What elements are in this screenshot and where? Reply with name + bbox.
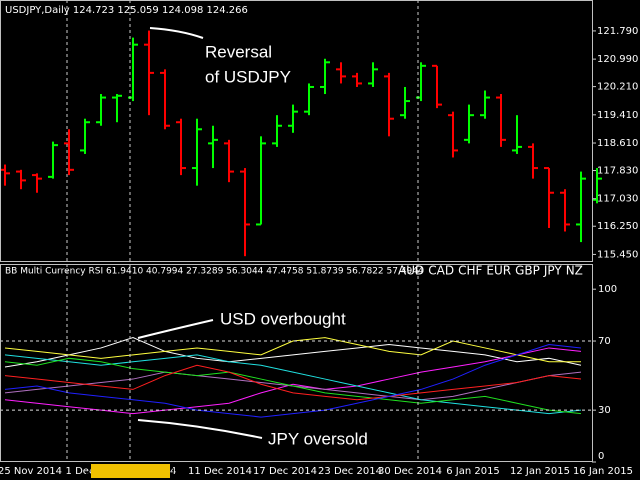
annotation: JPY oversold [268,429,368,448]
rsi-line [4,354,582,415]
x-tick-label: 6 Jan 2015 [446,466,500,477]
legend-entry: GBP [515,264,540,278]
annotation: Reversal [205,42,272,61]
rsi-line [4,337,582,368]
y-tick-label: 118.610 [597,138,638,149]
y-tick-label: 119.410 [597,110,638,121]
x-tick-label: 12 Jan 2015 [510,466,570,477]
rsi-line [4,357,582,415]
arrow [149,27,204,39]
legend-entry: CAD [428,264,454,278]
rsi-line [4,347,582,415]
x-tick-label: 25 Nov 2014 [0,466,62,477]
rsi-line [4,364,582,401]
y-tick-label: 0 [598,451,604,462]
x-tick-label: 16 Jan 2015 [573,466,633,477]
y-tick-label: 116.250 [597,221,638,232]
y-tick-label: 70 [598,336,611,347]
x-tick-label: 30 Dec 2014 [378,466,442,477]
rsi-line [4,343,582,418]
y-tick-label: 100 [598,284,617,295]
y-tick-label: 115.450 [597,249,638,260]
y-tick-label: 120.210 [597,82,638,93]
x-tick-label: 1 Dec [66,466,95,477]
legend-entry: JPY [543,264,563,278]
y-tick-label: 117.030 [597,194,638,205]
x-tick-label: 23 Dec 2014 [318,466,382,477]
highlight-bg [91,464,170,478]
y-tick-label: 120.990 [597,54,638,65]
price-title: USDJPY,Daily 124.723 125.059 124.098 124… [5,5,248,16]
annotation: of USDJPY [205,67,291,86]
x-tick-label: 17 Dec 2014 [253,466,317,477]
price-frame [0,0,593,262]
rsi-line [4,337,581,363]
x-tick-label: 11 Dec 2014 [188,466,252,477]
rsi-frame [0,264,593,462]
arrow [137,319,214,339]
arrow [137,419,263,439]
legend-entry: CHF [458,264,482,278]
legend-entry: NZ [566,264,583,278]
arrows [137,27,263,439]
legend-entry: EUR [486,264,511,278]
rsi-title: BB Multi Currency RSI 61.9410 40.7994 27… [5,267,424,277]
y-tick-label: 30 [598,405,611,416]
annotation: USD overbought [220,309,346,328]
y-tick-label: 117.830 [597,166,638,177]
y-tick-label: 121.790 [597,26,638,37]
